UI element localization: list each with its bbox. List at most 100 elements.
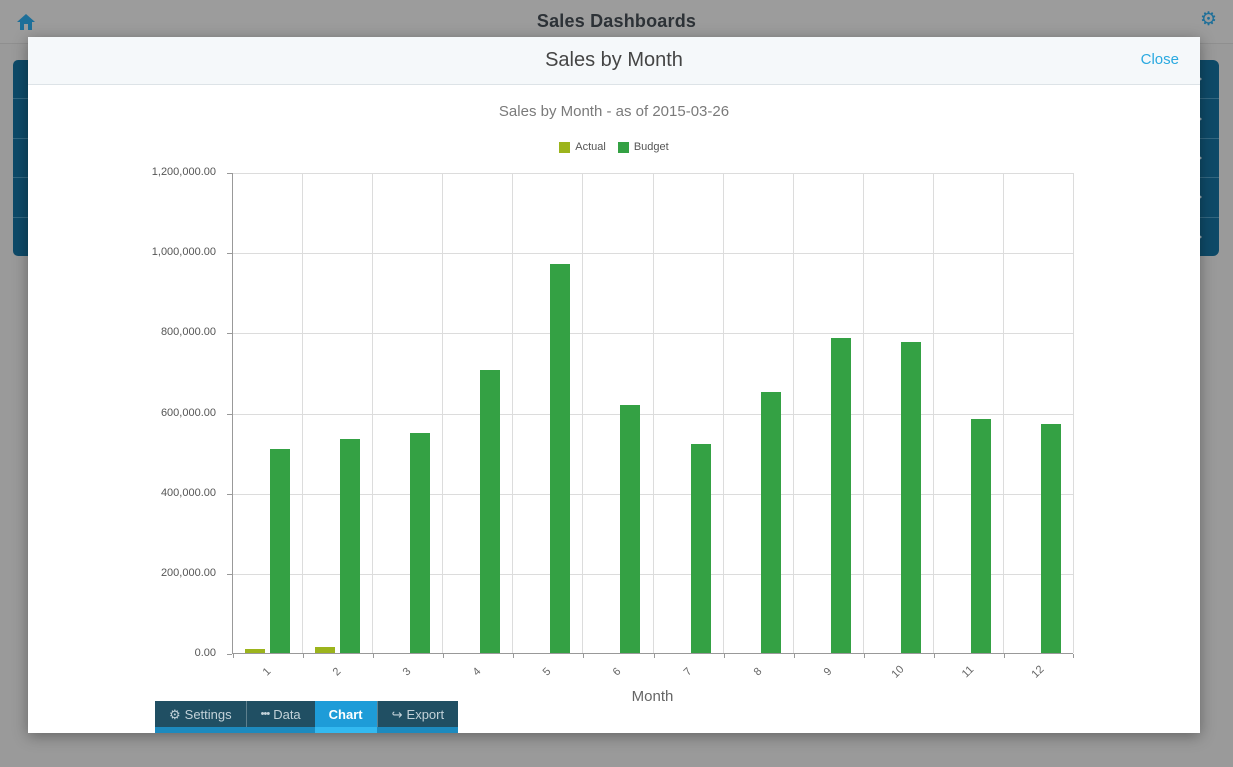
y-tick-label: 1,200,000.00 xyxy=(151,166,216,178)
bar-budget-month-2[interactable] xyxy=(340,439,361,653)
x-tick-label: 3 xyxy=(400,665,414,679)
x-tick-mark xyxy=(513,654,515,658)
x-tick-mark xyxy=(723,654,725,658)
modal-header: Sales by Month Close xyxy=(28,37,1200,85)
y-tick-mark xyxy=(227,253,232,255)
x-tick-mark xyxy=(863,654,865,658)
x-tick-label: 7 xyxy=(681,665,694,679)
grid-line xyxy=(652,173,654,653)
x-tick-label: 8 xyxy=(751,665,765,679)
bar-budget-month-12[interactable] xyxy=(1040,424,1061,653)
bar-budget-month-10[interactable] xyxy=(900,342,921,653)
app-gear-icon[interactable]: ⚙ xyxy=(1199,9,1217,30)
app-title: Sales Dashboards xyxy=(536,11,697,31)
list-item[interactable] xyxy=(13,98,28,138)
share-icon: ↪ xyxy=(391,706,403,722)
x-axis-labels: 1 2 3 4 5 6 7 8 9 10 11 12 xyxy=(232,659,1073,687)
tab-data[interactable]: ••• Data xyxy=(245,701,315,727)
background-dashboard-list-left xyxy=(13,60,28,256)
gear-icon: ⚙ xyxy=(169,706,181,722)
grid-line xyxy=(233,253,1073,255)
chart-tabs: ⚙ Settings ••• Data Chart ↪ Export xyxy=(155,701,459,727)
x-axis-title: Month xyxy=(631,688,674,705)
x-tick-label: 1 xyxy=(260,665,274,679)
bar-budget-month-5[interactable] xyxy=(550,264,571,653)
x-tick-label: 11 xyxy=(959,663,977,681)
grid-line xyxy=(442,173,444,653)
x-tick-label: 12 xyxy=(1029,663,1047,681)
grid-line xyxy=(302,173,304,653)
grid-line xyxy=(233,173,1073,174)
y-tick-mark xyxy=(227,493,232,495)
sales-by-month-modal: Sales by Month Close Sales by Month - as… xyxy=(28,37,1200,733)
tab-export[interactable]: ↪ Export xyxy=(376,701,459,727)
x-tick-mark xyxy=(653,654,655,658)
x-tick-mark xyxy=(443,654,445,658)
tab-strip xyxy=(155,727,458,733)
tab-label: Data xyxy=(273,706,301,722)
list-item[interactable] xyxy=(13,137,28,178)
y-tick-mark xyxy=(227,413,232,415)
tab-label: Chart xyxy=(328,706,363,722)
bar-actual-month-1[interactable] xyxy=(245,649,266,653)
grid-line xyxy=(372,173,374,653)
x-tick-mark xyxy=(1073,654,1074,658)
bar-budget-month-7[interactable] xyxy=(690,444,711,653)
x-tick-mark xyxy=(1003,654,1005,658)
legend-item-budget: Budget xyxy=(617,141,669,153)
x-tick-mark xyxy=(583,654,585,658)
y-tick-label: 0.00 xyxy=(194,647,216,659)
y-tick-label: 600,000.00 xyxy=(160,406,216,419)
list-item[interactable] xyxy=(13,60,28,99)
tab-chart[interactable]: Chart xyxy=(314,701,377,727)
tab-settings[interactable]: ⚙ Settings xyxy=(155,701,246,727)
grid-line xyxy=(512,173,514,653)
grid-line xyxy=(233,333,1073,335)
bar-actual-month-2[interactable] xyxy=(315,647,336,653)
bar-budget-month-9[interactable] xyxy=(830,338,851,653)
legend-label: Actual xyxy=(575,141,606,153)
grid-line xyxy=(233,493,1073,495)
grid-line xyxy=(1002,173,1004,653)
list-item[interactable] xyxy=(13,177,28,217)
modal-title: Sales by Month xyxy=(545,49,683,71)
plot-area xyxy=(227,173,1074,658)
app-top-bar: Sales Dashboards ⚙ xyxy=(0,0,1233,44)
x-tick-label: 4 xyxy=(470,665,484,679)
bar-budget-month-3[interactable] xyxy=(410,433,431,653)
x-tick-label: 2 xyxy=(330,665,344,679)
y-tick-mark xyxy=(227,173,232,174)
y-tick-mark xyxy=(227,573,232,575)
x-tick-label: 6 xyxy=(611,665,624,679)
close-button[interactable]: Close xyxy=(1140,51,1179,68)
home-icon[interactable] xyxy=(16,12,36,32)
legend-label: Budget xyxy=(633,141,669,153)
grid-line xyxy=(233,413,1073,415)
x-tick-label: 10 xyxy=(889,663,907,681)
grid-line xyxy=(582,173,584,653)
tab-strip-active-segment xyxy=(315,727,377,733)
dots-icon: ••• xyxy=(260,707,271,720)
y-tick-label: 200,000.00 xyxy=(160,566,216,579)
grid-line xyxy=(1073,173,1074,653)
x-tick-label: 5 xyxy=(540,665,554,679)
grid-line xyxy=(932,173,934,653)
x-tick-mark xyxy=(793,654,795,658)
y-tick-label: 800,000.00 xyxy=(160,326,216,339)
bar-budget-month-11[interactable] xyxy=(970,419,991,653)
grid-line xyxy=(792,173,794,653)
bar-budget-month-8[interactable] xyxy=(760,392,781,653)
chart-legend: Actual Budget xyxy=(28,141,1200,153)
legend-item-actual: Actual xyxy=(559,141,606,153)
y-tick-label: 1,000,000.00 xyxy=(151,246,216,259)
y-tick-mark xyxy=(227,654,232,655)
grid-line xyxy=(722,173,724,653)
list-item[interactable] xyxy=(13,216,28,256)
x-tick-mark xyxy=(233,654,234,658)
bar-budget-month-1[interactable] xyxy=(270,449,291,653)
tab-label: Export xyxy=(406,706,445,722)
bar-budget-month-6[interactable] xyxy=(620,405,641,653)
bar-budget-month-4[interactable] xyxy=(480,370,501,653)
tab-label: Settings xyxy=(184,706,232,722)
x-tick-mark xyxy=(373,654,375,658)
